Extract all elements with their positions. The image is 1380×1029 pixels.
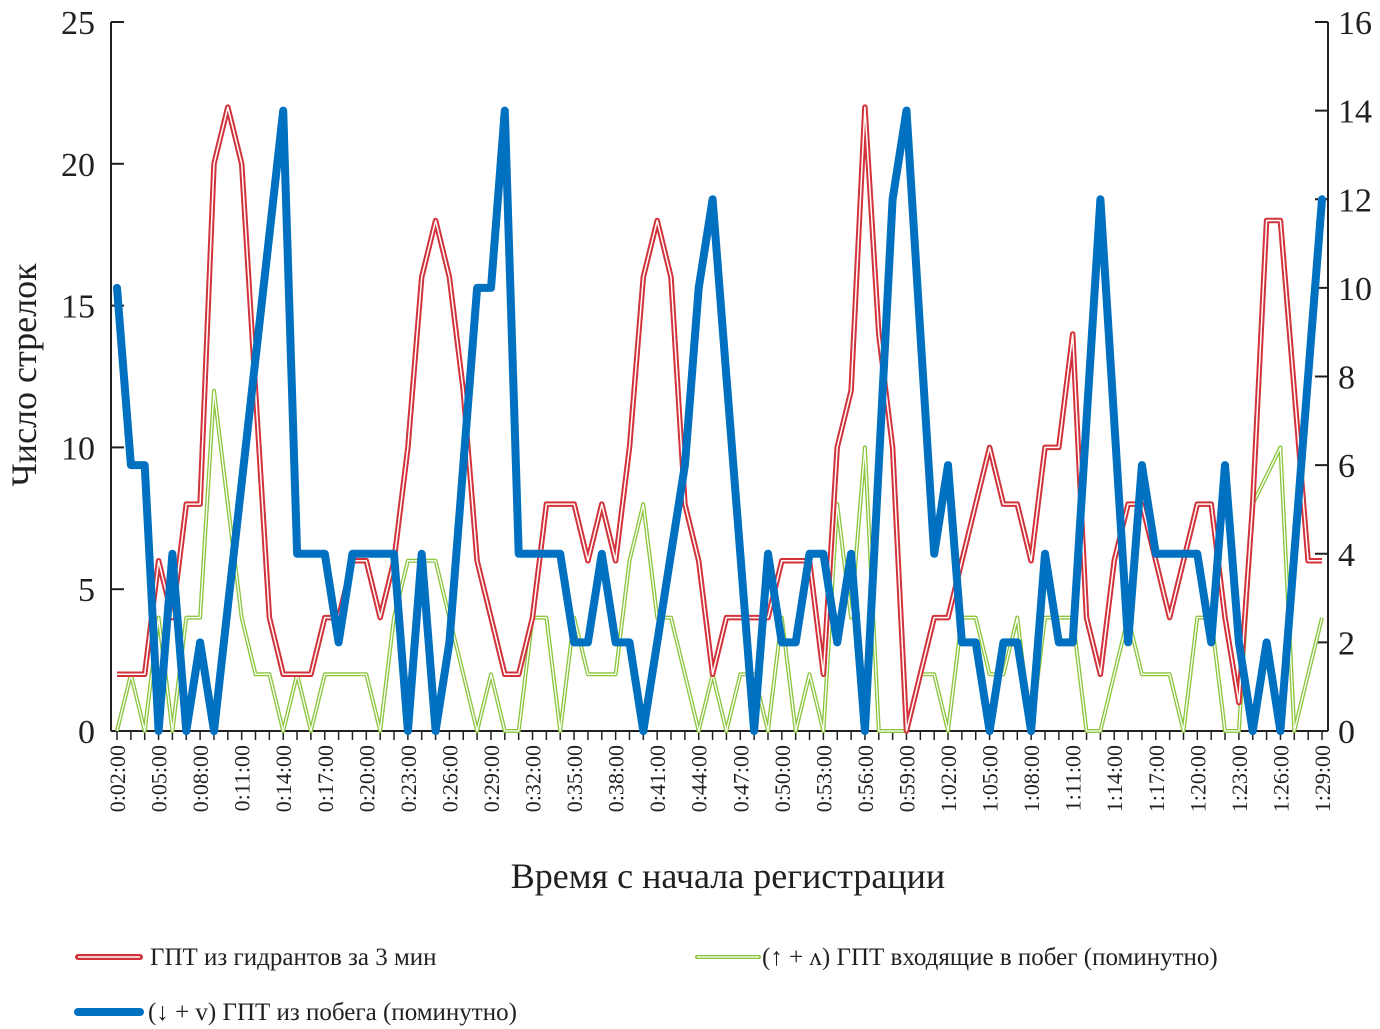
x-tick-label: 0:29:00 — [479, 745, 504, 812]
y2-tick-label: 4 — [1338, 537, 1355, 574]
y2-tick-label: 16 — [1338, 5, 1372, 42]
x-tick-label: 0:08:00 — [188, 745, 213, 812]
x-tick-label: 0:02:00 — [105, 745, 130, 812]
x-tick-label: 0:05:00 — [147, 745, 172, 812]
y-tick-label: 10 — [61, 430, 95, 467]
x-tick-label: 0:41:00 — [645, 745, 670, 812]
x-tick-label: 0:56:00 — [853, 745, 878, 812]
x-tick-label: 1:23:00 — [1227, 745, 1252, 812]
y-axis-label: Число стрелок — [4, 263, 44, 487]
x-tick-label: 1:20:00 — [1185, 745, 1210, 812]
x-tick-label: 1:05:00 — [978, 745, 1003, 812]
legend-item-blue: (↓ + v) ГПТ из побега (поминутно) — [74, 999, 517, 1026]
legend-label-blue: (↓ + v) ГПТ из побега (поминутно) — [148, 999, 517, 1026]
x-tick-label: 0:44:00 — [687, 745, 712, 812]
x-tick-label: 0:50:00 — [770, 745, 795, 812]
x-tick-label: 0:17:00 — [313, 745, 338, 812]
y-tick-label: 15 — [61, 289, 95, 326]
y2-tick-label: 8 — [1338, 360, 1355, 397]
x-tick-label: 1:02:00 — [936, 745, 961, 812]
x-tick-label: 1:29:00 — [1310, 745, 1335, 812]
series-line-green — [115, 388, 1324, 733]
x-tick-label: 0:23:00 — [396, 745, 421, 812]
x-tick-label: 0:53:00 — [811, 745, 836, 812]
x-tick-label: 1:14:00 — [1102, 745, 1127, 812]
x-tick-label: 1:11:00 — [1061, 745, 1086, 811]
x-tick-label: 0:20:00 — [354, 745, 379, 812]
x-tick-label: 0:35:00 — [562, 745, 587, 812]
y2-tick-label: 14 — [1338, 94, 1372, 131]
x-tick-label: 0:47:00 — [728, 745, 753, 812]
legend-label-red: ГПТ из гидрантов за 3 мин — [150, 944, 437, 971]
y2-tick-label: 6 — [1338, 448, 1355, 485]
legend-item-green: (↑ + ʌ) ГПТ входящие в побег (поминутно) — [695, 944, 1218, 971]
y2-tick-label: 0 — [1338, 714, 1355, 751]
y2-tick-label: 10 — [1338, 271, 1372, 308]
series-lines — [113, 104, 1326, 735]
legend-label-green: (↑ + ʌ) ГПТ входящие в побег (поминутно) — [762, 944, 1218, 971]
y-tick-label: 20 — [61, 147, 95, 184]
x-tick-label: 0:59:00 — [894, 745, 919, 812]
x-tick-label: 0:32:00 — [521, 745, 546, 812]
legend: ГПТ из гидрантов за 3 мин (↑ + ʌ) ГПТ вх… — [74, 944, 1218, 1026]
y-tick-label: 0 — [78, 714, 95, 751]
x-tick-label: 0:11:00 — [230, 745, 255, 811]
legend-item-red: ГПТ из гидрантов за 3 мин — [75, 944, 437, 971]
series-line-blue — [113, 106, 1326, 735]
x-tick-label: 0:26:00 — [437, 745, 462, 812]
y2-tick-label: 12 — [1338, 182, 1372, 219]
y-tick-label: 25 — [61, 5, 95, 42]
x-tick-label: 1:17:00 — [1144, 745, 1169, 812]
y2-tick-label: 2 — [1338, 625, 1355, 662]
x-tick-label: 1:08:00 — [1019, 745, 1044, 812]
x-tick-label: 1:26:00 — [1268, 745, 1293, 812]
y-tick-label: 5 — [78, 572, 95, 609]
x-tick-label: 0:38:00 — [604, 745, 629, 812]
series-line-red — [117, 104, 1322, 734]
series-line-green-inner — [116, 390, 1323, 732]
x-tick-label: 0:14:00 — [271, 745, 296, 812]
x-axis-label: Время с начала регистрации — [511, 856, 945, 896]
